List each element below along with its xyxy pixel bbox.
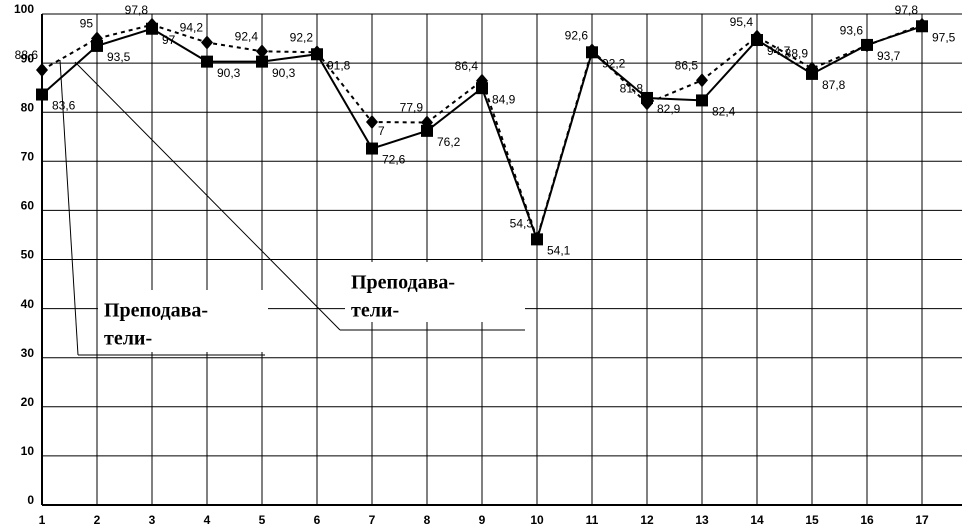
data-label: 97,8	[895, 3, 919, 17]
y-tick-label: 20	[21, 395, 35, 409]
callout-text: Преподава-	[351, 272, 455, 294]
y-tick-label: 90	[21, 51, 35, 65]
data-label: 93,6	[840, 24, 864, 38]
callout-box	[345, 262, 525, 322]
point	[531, 233, 543, 246]
y-tick-label: 0	[27, 493, 34, 507]
y-tick-label: 70	[21, 149, 35, 163]
point	[36, 88, 48, 101]
x-tick-label: 2	[94, 513, 101, 527]
callout-text: тели-	[104, 328, 152, 350]
data-label: 88,6	[15, 48, 39, 62]
data-label: 92,6	[565, 29, 589, 43]
data-label: 72,6	[382, 153, 406, 167]
data-label: 94,2	[180, 21, 204, 35]
data-label: 95	[80, 17, 94, 31]
data-label: 86,5	[675, 58, 699, 72]
data-label: 93,5	[107, 50, 131, 64]
x-tick-label: 4	[204, 513, 211, 527]
point	[256, 55, 268, 68]
y-tick-label: 30	[21, 346, 35, 360]
data-label: 88,9	[785, 47, 809, 61]
point	[806, 67, 818, 80]
annotation: 7	[378, 124, 385, 138]
x-tick-label: 11	[586, 513, 599, 527]
data-label: 92,2	[290, 30, 314, 44]
data-label: 97	[162, 33, 176, 47]
data-label: 92,4	[235, 29, 259, 43]
point	[36, 62, 48, 77]
data-label: 91,8	[327, 58, 351, 72]
x-tick-label: 9	[479, 513, 486, 527]
x-tick-label: 16	[860, 513, 874, 527]
leader-line	[59, 59, 79, 356]
data-label: 97,8	[125, 3, 149, 17]
callout-text: Преподава-	[104, 300, 208, 322]
data-label: 87,8	[822, 78, 846, 92]
point	[696, 73, 708, 88]
x-tick-label: 6	[314, 513, 321, 527]
point	[861, 38, 873, 51]
x-tick-label: 15	[805, 513, 819, 527]
y-tick-label: 50	[21, 248, 35, 262]
point	[366, 142, 378, 155]
x-tick-label: 1	[39, 513, 46, 527]
data-label: 95,4	[730, 15, 754, 29]
callout-text: тели-	[351, 300, 399, 322]
data-label: 83,6	[52, 99, 76, 113]
point	[146, 22, 158, 35]
data-label: 82,4	[712, 105, 736, 119]
point	[201, 35, 213, 50]
point	[916, 20, 928, 33]
data-label: 81,8	[620, 82, 644, 96]
point	[586, 46, 598, 59]
data-label: 82,9	[657, 102, 681, 116]
point	[696, 94, 708, 107]
data-label: 94,7	[767, 44, 791, 58]
data-label: 54,3	[510, 217, 534, 231]
y-tick-label: 60	[21, 199, 35, 213]
data-label: 92,2	[602, 56, 626, 70]
data-label: 93,7	[877, 49, 901, 63]
data-label: 84,9	[492, 92, 516, 106]
data-label: 90,3	[272, 66, 296, 80]
y-tick-label: 40	[21, 297, 35, 311]
callout-box	[98, 290, 268, 352]
data-label: 90,3	[217, 66, 241, 80]
data-label: 97,5	[932, 30, 956, 44]
x-tick-label: 10	[530, 513, 544, 527]
point	[201, 55, 213, 68]
callouts: 7 Преподава-тели- Преподава-тели-	[59, 59, 525, 356]
data-label: 77,9	[400, 101, 424, 115]
point	[641, 91, 653, 104]
x-tick-label: 8	[424, 513, 431, 527]
data-label: 54,1	[547, 244, 571, 258]
point	[476, 82, 488, 95]
x-tick-label: 5	[259, 513, 266, 527]
series-line	[41, 23, 923, 242]
x-tick-label: 3	[149, 513, 156, 527]
point	[91, 39, 103, 52]
point	[366, 115, 378, 130]
point	[311, 48, 323, 61]
data-label: 76,2	[437, 135, 461, 149]
point	[421, 124, 433, 137]
x-tick-label: 14	[750, 513, 764, 527]
data-label: 86,4	[455, 59, 479, 73]
marks: 88,6 95 97,8 94,2 92,4 92,2 77,9 86,4 54,3 92,6 81…	[15, 3, 956, 258]
point	[256, 44, 268, 59]
x-tick-label: 12	[640, 513, 654, 527]
y-tick-label: 10	[21, 444, 35, 458]
x-tick-label: 13	[695, 513, 709, 527]
point	[751, 34, 763, 47]
y-tick-label: 100	[14, 2, 34, 16]
y-tick-label: 80	[21, 100, 35, 114]
x-tick-label: 17	[915, 513, 929, 527]
x-tick-label: 7	[369, 513, 376, 527]
leader-line	[74, 61, 341, 331]
